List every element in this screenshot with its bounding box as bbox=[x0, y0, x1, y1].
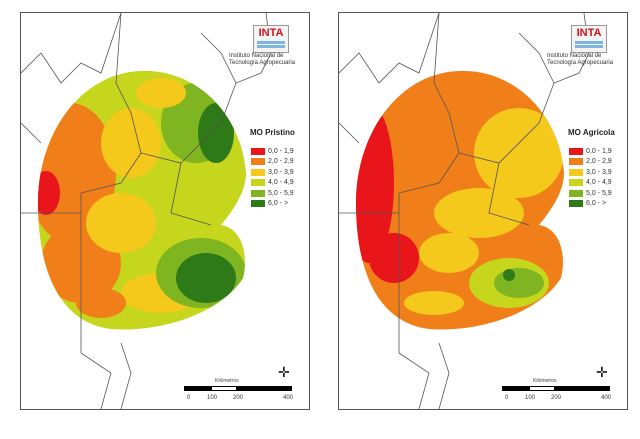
scale-tick: 100 bbox=[525, 395, 536, 401]
legend-item: 3,0 - 3,9 bbox=[569, 167, 612, 178]
legend-item: 3,0 - 3,9 bbox=[251, 167, 294, 178]
legend-item: 5,0 - 5,9 bbox=[251, 188, 294, 199]
scale-tick: 100 bbox=[207, 395, 218, 401]
legend-item: 5,0 - 5,9 bbox=[569, 188, 612, 199]
scale-bar bbox=[502, 386, 610, 391]
legend: 0,0 - 1,9 2,0 - 2,9 3,0 - 3,9 4,0 - 4,9 … bbox=[569, 146, 612, 209]
scale-tick: 400 bbox=[283, 395, 294, 401]
legend-item: 6,0 - > bbox=[569, 199, 612, 210]
soil-organic-matter-map bbox=[339, 13, 590, 409]
legend-item: 4,0 - 4,9 bbox=[569, 178, 612, 189]
scale-title: Kilómetros bbox=[533, 378, 557, 384]
inta-logo: INTA bbox=[571, 25, 607, 53]
inta-logo: INTA bbox=[253, 25, 289, 53]
scale-tick: 200 bbox=[233, 395, 244, 401]
north-arrow-icon: ✛ bbox=[596, 364, 608, 380]
institution-name: Instituto Nacional de Tecnología Agropec… bbox=[229, 53, 296, 66]
map-panel-pristino: INTA Instituto Nacional de Tecnología Ag… bbox=[20, 12, 310, 410]
legend-item: 6,0 - > bbox=[251, 199, 294, 210]
scale-tick: 200 bbox=[551, 395, 562, 401]
scale-bar bbox=[184, 386, 292, 391]
map-panel-agricola: INTA Instituto Nacional de Tecnología Ag… bbox=[338, 12, 628, 410]
legend-item: 2,0 - 2,9 bbox=[251, 157, 294, 168]
legend-item: 2,0 - 2,9 bbox=[569, 157, 612, 168]
institution-name: Instituto Nacional de Tecnología Agropec… bbox=[547, 53, 614, 66]
legend-item: 0,0 - 1,9 bbox=[251, 146, 294, 157]
scale-tick: 0 bbox=[187, 395, 191, 401]
legend-item: 4,0 - 4,9 bbox=[251, 178, 294, 189]
scale-tick: 400 bbox=[601, 395, 612, 401]
legend-item: 0,0 - 1,9 bbox=[569, 146, 612, 157]
north-arrow-icon: ✛ bbox=[278, 364, 290, 380]
scale-title: Kilómetros bbox=[215, 378, 239, 384]
legend: 0,0 - 1,9 2,0 - 2,9 3,0 - 3,9 4,0 - 4,9 … bbox=[251, 146, 294, 209]
legend-title: MO Agricola bbox=[568, 128, 615, 137]
scale-tick: 0 bbox=[505, 395, 509, 401]
legend-title: MO Pristino bbox=[250, 128, 295, 137]
soil-organic-matter-map bbox=[21, 13, 272, 409]
